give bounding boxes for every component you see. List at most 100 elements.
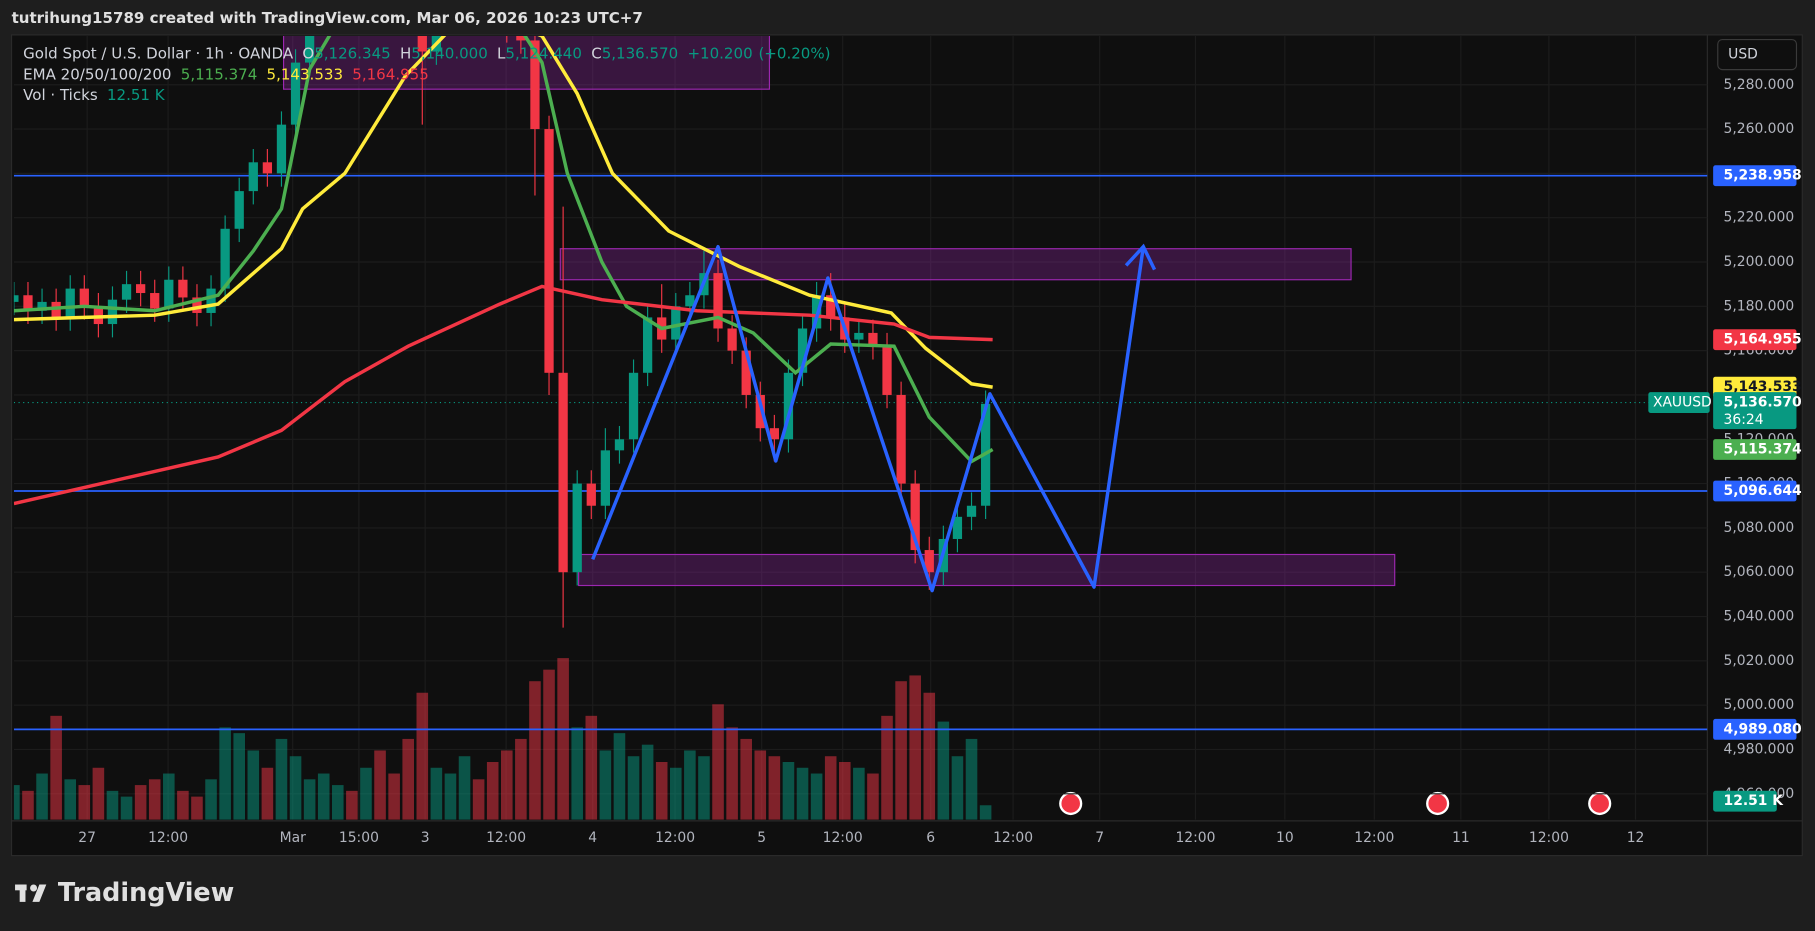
volume-bar	[36, 773, 48, 820]
candle-body	[93, 306, 104, 325]
candle-body	[783, 372, 794, 440]
pattern-drawing	[591, 244, 1146, 593]
legend-value: 5,140.000	[411, 44, 488, 62]
volume-bar	[289, 756, 302, 820]
volume-bar	[669, 767, 682, 820]
volume-bar	[698, 756, 710, 820]
event-icon[interactable]	[1059, 791, 1083, 816]
volume-bar	[853, 767, 865, 820]
candle-body	[206, 288, 216, 313]
legend-value: 5,124.440	[505, 44, 582, 62]
y-tick-label: 5,200.000	[1724, 254, 1795, 270]
hline-tag: 5,096.644	[1724, 483, 1802, 499]
candle-body	[516, 36, 526, 41]
volume-bar	[712, 704, 724, 820]
zone	[578, 553, 1396, 587]
volume-bar	[824, 756, 837, 820]
ema-tag: 5,115.374	[1724, 442, 1802, 458]
currency[interactable]: USD	[1728, 47, 1758, 63]
legend-title: Gold Spot / U.S. Dollar · 1h · OANDA	[23, 44, 294, 62]
candle-body	[671, 306, 681, 340]
volume-bar	[909, 675, 921, 820]
hline-tag-bg	[1713, 165, 1797, 187]
volume-bar	[782, 761, 795, 820]
volume-bar	[134, 785, 147, 820]
volume-bar	[768, 756, 781, 820]
volume-bar	[219, 727, 231, 820]
volume-bar	[472, 779, 485, 820]
legend-vol: Vol · Ticks 12.51 K	[23, 86, 166, 104]
candle-body	[854, 332, 864, 340]
legend-vol-value: 12.51 K	[107, 86, 166, 104]
volume-bar	[810, 773, 823, 820]
volume-bar	[458, 756, 471, 820]
ema-line	[13, 284, 993, 506]
volume-bar	[374, 750, 386, 820]
volume-bar	[529, 681, 541, 820]
candle-body	[417, 36, 427, 52]
header: tutrihung15789 created with TradingView.…	[12, 9, 643, 27]
symbol-tag: XAUUSD	[1653, 395, 1712, 411]
volume-bar	[867, 773, 879, 820]
volume-bar	[684, 750, 696, 820]
volume-bar	[571, 727, 583, 820]
symbol-tag-bg	[1648, 392, 1710, 413]
candle-body	[136, 284, 146, 294]
logo-part	[19, 884, 26, 902]
candle-body	[741, 350, 751, 395]
volume-bar	[317, 773, 330, 820]
x-tick-label: 12:00	[655, 830, 695, 846]
x-tick-label: 10	[1276, 830, 1294, 846]
candle-body	[304, 36, 315, 63]
volume-bar	[78, 785, 91, 820]
volume-bar	[923, 692, 936, 820]
hline-tag-bg	[1713, 718, 1797, 740]
candle-body	[882, 346, 892, 395]
volume-bar	[937, 721, 950, 820]
candle-body	[262, 162, 273, 174]
volume-bar	[444, 773, 457, 820]
legend-ema-value: 5,164.955	[352, 65, 429, 83]
y-tick-label: 5,180.000	[1724, 298, 1795, 314]
candle-body	[164, 279, 174, 309]
x-tick-label: 27	[78, 830, 96, 846]
volume-bar	[416, 692, 429, 820]
y-tick-label: 4,980.000	[1724, 741, 1795, 757]
candle-body	[826, 295, 836, 318]
x-tick-label: 12:00	[1175, 830, 1215, 846]
event-icons	[1059, 791, 1612, 816]
legend-value: 5,136.570	[602, 44, 679, 62]
volume-bar	[754, 750, 767, 820]
volume-bar	[247, 750, 260, 820]
hline-tag: 4,989.080	[1724, 721, 1802, 737]
y-tick-label: 5,080.000	[1724, 520, 1795, 536]
volume-bar	[881, 715, 893, 820]
volume-bar	[486, 761, 499, 820]
candle-body	[896, 394, 906, 484]
event-icon[interactable]	[1426, 791, 1450, 816]
candle-body	[13, 295, 19, 302]
volume-bar	[261, 767, 274, 820]
candle-body	[868, 332, 878, 347]
plot	[13, 36, 1708, 820]
ema-tag-bg	[1713, 329, 1797, 351]
hline-tag: 5,238.958	[1724, 168, 1802, 184]
volume-bar	[148, 779, 161, 820]
volume-bar	[796, 767, 809, 820]
volume-bar	[332, 785, 344, 820]
candle-body	[23, 295, 33, 311]
candle-body	[248, 162, 258, 192]
volume-bar	[655, 761, 668, 820]
volume-bar	[50, 715, 62, 820]
legend-ema-title: EMA 20/50/100/200	[23, 65, 171, 83]
currency-button[interactable]	[1717, 38, 1798, 71]
volume-bar	[64, 779, 77, 820]
y-tick-label: 5,260.000	[1724, 121, 1795, 137]
legend-key: C	[591, 44, 601, 62]
volume-bar	[557, 658, 569, 820]
candle-body	[642, 317, 653, 373]
event-icon[interactable]	[1588, 791, 1612, 816]
ema-tag-bg	[1713, 439, 1797, 460]
x-tick-label: Mar	[280, 830, 306, 846]
candle-body	[685, 295, 695, 307]
